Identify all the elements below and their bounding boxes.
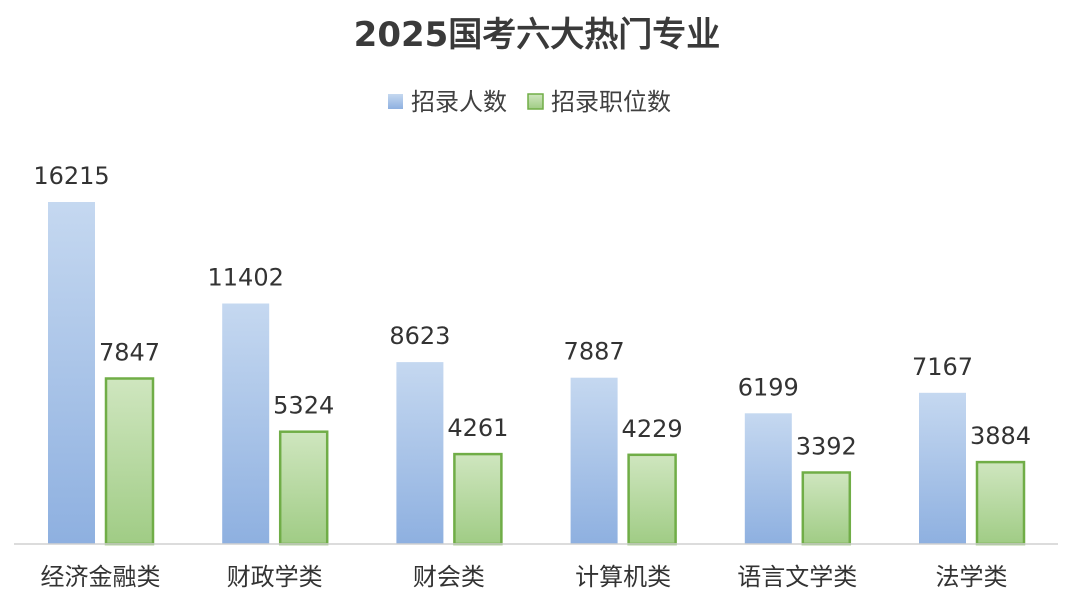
chart-legend: 招录人数 招录职位数 xyxy=(388,88,671,116)
bar-recruits-4 xyxy=(744,413,792,544)
bar-positions-0 xyxy=(104,377,155,546)
legend-swatch-series-0 xyxy=(388,94,403,109)
data-label-positions-2: 4261 xyxy=(447,414,508,442)
data-label-recruits-1: 11402 xyxy=(208,264,284,292)
category-label-5: 法学类 xyxy=(936,563,1008,591)
data-label-recruits-0: 16215 xyxy=(33,162,109,190)
legend-swatch-series-1 xyxy=(527,93,544,110)
data-label-recruits-4: 6199 xyxy=(738,373,799,401)
chart-title: 2025国考六大热门专业 xyxy=(354,15,721,55)
bar-recruits-2 xyxy=(396,362,444,544)
bar-positions-3 xyxy=(627,453,677,546)
bar-recruits-0 xyxy=(48,202,95,544)
bar-positions-1 xyxy=(278,430,329,546)
data-label-recruits-5: 7167 xyxy=(912,353,973,381)
category-label-0: 经济金融类 xyxy=(41,563,161,591)
plot-area: 16215 7847 经济金融类 11402 5324 财政学类 8623 4261 财会类 78… xyxy=(14,162,1058,591)
legend-label-series-1: 招录职位数 xyxy=(551,88,671,116)
data-label-recruits-3: 7887 xyxy=(564,338,625,366)
bar-positions-2 xyxy=(453,452,503,546)
data-label-positions-4: 3392 xyxy=(796,433,857,461)
data-label-positions-3: 4229 xyxy=(622,415,683,443)
bar-recruits-1 xyxy=(222,303,270,544)
data-label-recruits-2: 8623 xyxy=(389,322,450,350)
data-label-positions-5: 3884 xyxy=(970,422,1031,450)
bar-positions-5 xyxy=(975,460,1026,546)
legend-label-series-0: 招录人数 xyxy=(411,88,507,116)
category-label-2: 财会类 xyxy=(413,563,485,591)
category-label-3: 计算机类 xyxy=(575,563,671,591)
bar-positions-4 xyxy=(801,471,852,546)
data-label-positions-0: 7847 xyxy=(99,339,160,367)
data-label-positions-1: 5324 xyxy=(273,392,334,420)
category-label-1: 财政学类 xyxy=(227,563,323,591)
category-label-4: 语言文学类 xyxy=(737,563,857,591)
bar-recruits-5 xyxy=(919,392,966,544)
bar-recruits-3 xyxy=(570,377,618,544)
